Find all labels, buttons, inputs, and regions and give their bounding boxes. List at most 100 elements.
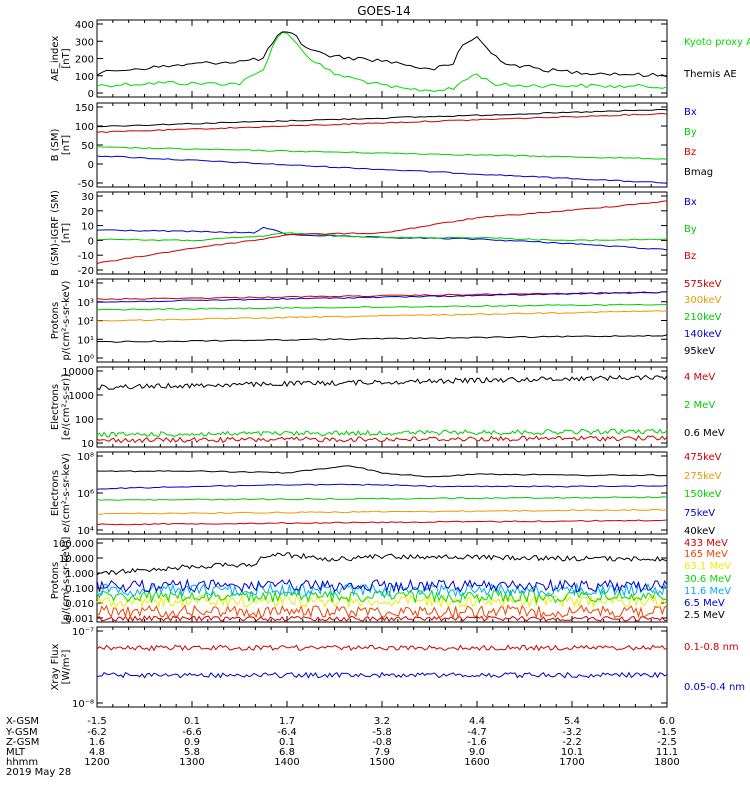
series-line-2-mev [96,428,668,438]
legend-label: 2 MeV [684,400,715,411]
y-tick-label: 10 [81,222,94,233]
x-axis-row-label: hhmm [6,757,38,768]
y-tick-label: 100 [75,122,94,133]
panel-3: 30 20 10 0 -10 -20 B (SM)-IGRF (SM) [nT] Bx By Bz [50,190,697,277]
x-axis-value: 1800 [654,757,679,768]
series-line-bz [96,200,668,265]
y-tick-label: 300 [75,37,94,48]
series-line-0-6-mev [96,374,668,391]
y-tick-label: 10² [77,317,94,328]
legend-label: By [684,224,697,235]
series-line-150kev [96,496,668,501]
panel-5: 10000 1000 100 10 Electrons [e/(cm²-s-sr)] 4 M… [50,366,725,450]
x-axis-value: 1.6 [89,737,105,748]
y-tick-label: 0.100 [65,584,94,595]
series-line-bz [96,112,668,134]
legend-label: 300keV [684,295,722,306]
legend-label: By [684,127,697,138]
panel-4: 10⁴ 10³ 10² 10¹ 10⁰ Protons p/(cm²-s-sr-keV) 57… [50,278,722,365]
y-tick-label: -10 [78,251,94,262]
x-axis-value: 5.4 [564,716,580,727]
y-tick-label: 1000 [69,391,94,402]
x-axis-value: -1.5 [657,727,677,738]
x-axis-value: 1200 [84,757,109,768]
series-line-bx [96,226,668,251]
series-line-275kev [97,508,668,515]
x-axis-value: 6.8 [279,747,295,758]
legend-label: Kyoto proxy AE [684,37,750,48]
x-axis-value: 0.1 [184,716,200,727]
x-axis-value: 5.8 [184,747,200,758]
x-axis-row-label: Y-GSM [5,727,38,738]
legend-label: 275keV [684,471,722,482]
legend-label: 6.5 MeV [684,598,725,609]
x-axis-value: -6.4 [277,727,297,738]
date-label: 2019 May 28 [6,767,71,778]
series-line-0-1-0-8-nm [96,644,668,652]
legend-label: 95keV [684,346,715,357]
y-tick-label: 200 [75,55,94,66]
y-axis-label: Xray Flux [50,643,61,690]
y-tick-label: 1.000 [65,569,94,580]
x-axis-value: -4.7 [467,727,487,738]
x-axis-value: -2.2 [562,737,582,748]
panel-7: 100.000 10.000 1.000 0.100 0.010 0.001 Protons… [50,537,731,625]
panel-frame [96,626,668,708]
x-axis-value: 4.4 [469,716,485,727]
y-tick-label: 30 [81,192,94,203]
x-axis-value: 1.7 [279,716,295,727]
legend-label: 75keV [684,508,715,519]
legend-label: 0.6 MeV [684,428,725,439]
x-axis-row-label: X-GSM [6,716,39,727]
y-tick-label: 10⁸ [77,452,94,463]
y-tick-label: 100.000 [53,539,94,550]
series-line-bmag [97,109,668,128]
x-axis-value: 4.8 [89,747,105,758]
legend-label: 0.1-0.8 nm [684,642,739,653]
x-axis-row-label: MLT [6,747,26,758]
y-axis-label: Protons [50,302,61,339]
y-axis-label: e/(cm²-s-sr-keV) [61,453,72,533]
x-axis-value: 1500 [369,757,394,768]
legend-label: 2.5 MeV [684,610,725,621]
y-tick-label: 0 [88,160,94,171]
series-line-themis-ae [96,31,668,78]
series-line-165-mev [96,604,668,620]
x-axis-value: 11.1 [656,747,678,758]
x-axis-value: 0.1 [279,737,295,748]
x-axis-value: -5.8 [372,727,392,738]
x-axis-value: -3.2 [562,727,582,738]
y-tick-label: 10⁶ [77,489,94,500]
series-line-bx [96,155,668,184]
y-tick-label: 10³ [77,298,94,309]
series-line-210kev [96,303,668,311]
y-tick-label: 100 [75,72,94,83]
series-line-2-5-mev [96,552,668,576]
y-tick-label: 400 [75,20,94,31]
y-axis-label: [p/(cm²-s-sr-keV)] [61,537,72,625]
y-tick-label: 100 [75,415,94,426]
x-axis-value: 1700 [559,757,584,768]
y-tick-label: 0.001 [65,614,94,625]
series-line-575kev [96,291,668,300]
panel-1: 400 300 200 100 0 AE_index[nT] Kyoto proxy AE T… [50,19,750,100]
series-line-4-mev [96,434,668,444]
panel-frame [96,19,668,98]
legend-label: 4 MeV [684,372,715,383]
x-axis-value: -1.5 [87,716,107,727]
legend-label: 575keV [684,279,722,290]
y-axis-label: Protons [50,562,61,599]
legend-label: Bmag [684,167,713,178]
y-axis-label: [nT] [61,135,72,155]
series-line-by [96,146,668,160]
x-axis-value: -2.5 [657,737,677,748]
x-axis-value: -1.6 [467,737,487,748]
legend-label: Bx [684,107,697,118]
y-tick-label: 10 [81,439,94,450]
y-axis-label: [nT] [61,48,72,68]
x-axis-value: 10.1 [561,747,583,758]
series-line-40kev [96,465,667,478]
y-tick-label: 0 [88,89,94,100]
